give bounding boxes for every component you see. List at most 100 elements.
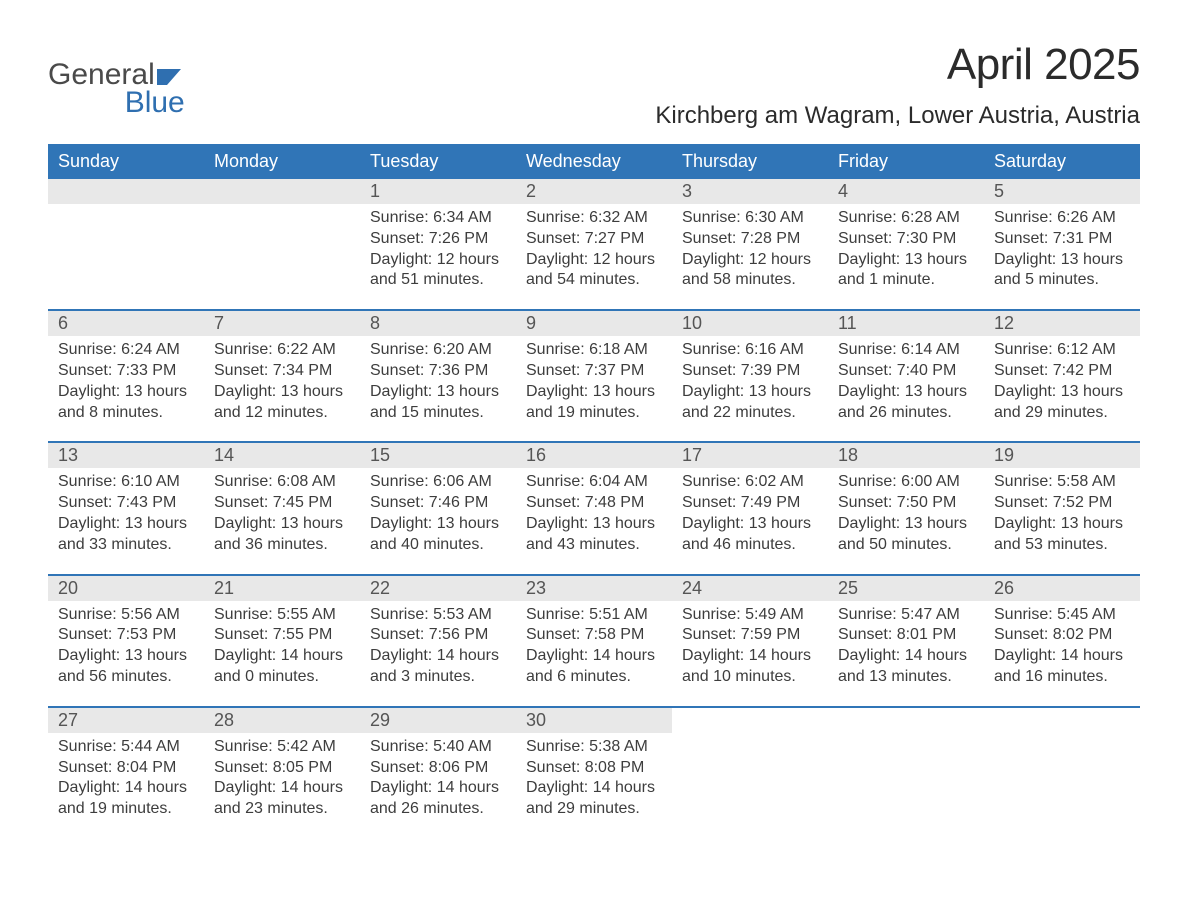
day-sunrise: Sunrise: 6:30 AM	[682, 208, 818, 229]
day-sunrise: Sunrise: 5:55 AM	[214, 605, 350, 626]
day-sunset: Sunset: 7:53 PM	[58, 625, 194, 646]
day-number: 11	[828, 311, 984, 336]
day-sunrise: Sunrise: 6:04 AM	[526, 472, 662, 493]
day-body: Sunrise: 6:14 AMSunset: 7:40 PMDaylight:…	[828, 336, 984, 423]
day-sunrise: Sunrise: 6:10 AM	[58, 472, 194, 493]
day-daylight1: Daylight: 13 hours	[58, 646, 194, 667]
day-sunrise: Sunrise: 6:14 AM	[838, 340, 974, 361]
week-row: 6Sunrise: 6:24 AMSunset: 7:33 PMDaylight…	[48, 309, 1140, 441]
day-sunset: Sunset: 8:05 PM	[214, 758, 350, 779]
day-cell	[984, 708, 1140, 838]
day-daylight1: Daylight: 14 hours	[370, 778, 506, 799]
dow-wednesday: Wednesday	[516, 144, 672, 179]
day-daylight2: and 16 minutes.	[994, 667, 1130, 688]
calendar: Sunday Monday Tuesday Wednesday Thursday…	[48, 144, 1140, 838]
day-sunset: Sunset: 7:48 PM	[526, 493, 662, 514]
day-cell: 8Sunrise: 6:20 AMSunset: 7:36 PMDaylight…	[360, 311, 516, 441]
day-body: Sunrise: 5:51 AMSunset: 7:58 PMDaylight:…	[516, 601, 672, 688]
day-cell: 10Sunrise: 6:16 AMSunset: 7:39 PMDayligh…	[672, 311, 828, 441]
day-cell: 6Sunrise: 6:24 AMSunset: 7:33 PMDaylight…	[48, 311, 204, 441]
day-body: Sunrise: 6:30 AMSunset: 7:28 PMDaylight:…	[672, 204, 828, 291]
day-number: 13	[48, 443, 204, 468]
day-cell	[828, 708, 984, 838]
day-number: 8	[360, 311, 516, 336]
day-cell: 22Sunrise: 5:53 AMSunset: 7:56 PMDayligh…	[360, 576, 516, 706]
day-sunrise: Sunrise: 6:00 AM	[838, 472, 974, 493]
day-body: Sunrise: 5:55 AMSunset: 7:55 PMDaylight:…	[204, 601, 360, 688]
day-daylight2: and 22 minutes.	[682, 403, 818, 424]
day-body: Sunrise: 5:45 AMSunset: 8:02 PMDaylight:…	[984, 601, 1140, 688]
day-daylight1: Daylight: 13 hours	[370, 514, 506, 535]
day-sunrise: Sunrise: 6:28 AM	[838, 208, 974, 229]
day-number: 10	[672, 311, 828, 336]
day-sunset: Sunset: 7:33 PM	[58, 361, 194, 382]
day-sunrise: Sunrise: 5:56 AM	[58, 605, 194, 626]
day-daylight2: and 8 minutes.	[58, 403, 194, 424]
day-body: Sunrise: 6:02 AMSunset: 7:49 PMDaylight:…	[672, 468, 828, 555]
day-cell: 15 Sunrise: 6:06 AMSunset: 7:46 PMDayligh…	[360, 443, 516, 573]
day-sunset: Sunset: 7:40 PM	[838, 361, 974, 382]
day-daylight2: and 29 minutes.	[994, 403, 1130, 424]
day-daylight1: Daylight: 13 hours	[682, 514, 818, 535]
day-sunset: Sunset: 7:50 PM	[838, 493, 974, 514]
day-daylight1: Daylight: 13 hours	[682, 382, 818, 403]
day-sunrise: Sunrise: 5:58 AM	[994, 472, 1130, 493]
day-daylight2: and 10 minutes.	[682, 667, 818, 688]
day-daylight1: Daylight: 14 hours	[526, 778, 662, 799]
day-body: Sunrise: 5:53 AMSunset: 7:56 PMDaylight:…	[360, 601, 516, 688]
day-number: 7	[204, 311, 360, 336]
day-number: 6	[48, 311, 204, 336]
day-body: Sunrise: 5:47 AMSunset: 8:01 PMDaylight:…	[828, 601, 984, 688]
day-sunrise: Sunrise: 6:06 AM	[370, 472, 506, 493]
day-body: Sunrise: 6:28 AMSunset: 7:30 PMDaylight:…	[828, 204, 984, 291]
day-daylight2: and 36 minutes.	[214, 535, 350, 556]
day-number: 14	[204, 443, 360, 468]
day-daylight1: Daylight: 13 hours	[214, 382, 350, 403]
day-sunset: Sunset: 7:34 PM	[214, 361, 350, 382]
day-daylight2: and 33 minutes.	[58, 535, 194, 556]
day-daylight2: and 15 minutes.	[370, 403, 506, 424]
day-daylight1: Daylight: 12 hours	[526, 250, 662, 271]
day-sunset: Sunset: 7:45 PM	[214, 493, 350, 514]
day-daylight1: Daylight: 14 hours	[58, 778, 194, 799]
day-body: Sunrise: 6:26 AMSunset: 7:31 PMDaylight:…	[984, 204, 1140, 291]
week-row: 20Sunrise: 5:56 AMSunset: 7:53 PMDayligh…	[48, 574, 1140, 706]
dow-friday: Friday	[828, 144, 984, 179]
day-cell	[672, 708, 828, 838]
day-number: 15	[360, 443, 516, 468]
week-row: 13Sunrise: 6:10 AMSunset: 7:43 PMDayligh…	[48, 441, 1140, 573]
day-sunset: Sunset: 7:55 PM	[214, 625, 350, 646]
day-sunset: Sunset: 7:39 PM	[682, 361, 818, 382]
day-daylight1: Daylight: 13 hours	[58, 514, 194, 535]
day-daylight2: and 58 minutes.	[682, 270, 818, 291]
day-number	[984, 708, 1140, 733]
day-sunset: Sunset: 8:06 PM	[370, 758, 506, 779]
day-cell: 21Sunrise: 5:55 AMSunset: 7:55 PMDayligh…	[204, 576, 360, 706]
day-cell: 17Sunrise: 6:02 AMSunset: 7:49 PMDayligh…	[672, 443, 828, 573]
day-cell: 2Sunrise: 6:32 AMSunset: 7:27 PMDaylight…	[516, 179, 672, 309]
day-sunset: Sunset: 7:46 PM	[370, 493, 506, 514]
day-number: 19	[984, 443, 1140, 468]
day-daylight1: Daylight: 13 hours	[370, 382, 506, 403]
day-daylight2: and 1 minute.	[838, 270, 974, 291]
day-cell: 7Sunrise: 6:22 AMSunset: 7:34 PMDaylight…	[204, 311, 360, 441]
day-daylight2: and 6 minutes.	[526, 667, 662, 688]
day-daylight1: Daylight: 14 hours	[838, 646, 974, 667]
day-body: Sunrise: 5:42 AMSunset: 8:05 PMDaylight:…	[204, 733, 360, 820]
day-number: 24	[672, 576, 828, 601]
day-cell: 26Sunrise: 5:45 AMSunset: 8:02 PMDayligh…	[984, 576, 1140, 706]
day-daylight2: and 19 minutes.	[526, 403, 662, 424]
day-cell: 1Sunrise: 6:34 AMSunset: 7:26 PMDaylight…	[360, 179, 516, 309]
day-body: Sunrise: 5:44 AMSunset: 8:04 PMDaylight:…	[48, 733, 204, 820]
day-daylight2: and 43 minutes.	[526, 535, 662, 556]
day-sunrise: Sunrise: 5:44 AM	[58, 737, 194, 758]
day-cell: 18Sunrise: 6:00 AMSunset: 7:50 PMDayligh…	[828, 443, 984, 573]
day-cell	[48, 179, 204, 309]
day-daylight1: Daylight: 13 hours	[526, 514, 662, 535]
day-daylight2: and 40 minutes.	[370, 535, 506, 556]
day-daylight1: Daylight: 12 hours	[682, 250, 818, 271]
day-sunrise: Sunrise: 5:38 AM	[526, 737, 662, 758]
day-daylight2: and 23 minutes.	[214, 799, 350, 820]
day-sunset: Sunset: 8:08 PM	[526, 758, 662, 779]
day-cell: 30Sunrise: 5:38 AMSunset: 8:08 PMDayligh…	[516, 708, 672, 838]
